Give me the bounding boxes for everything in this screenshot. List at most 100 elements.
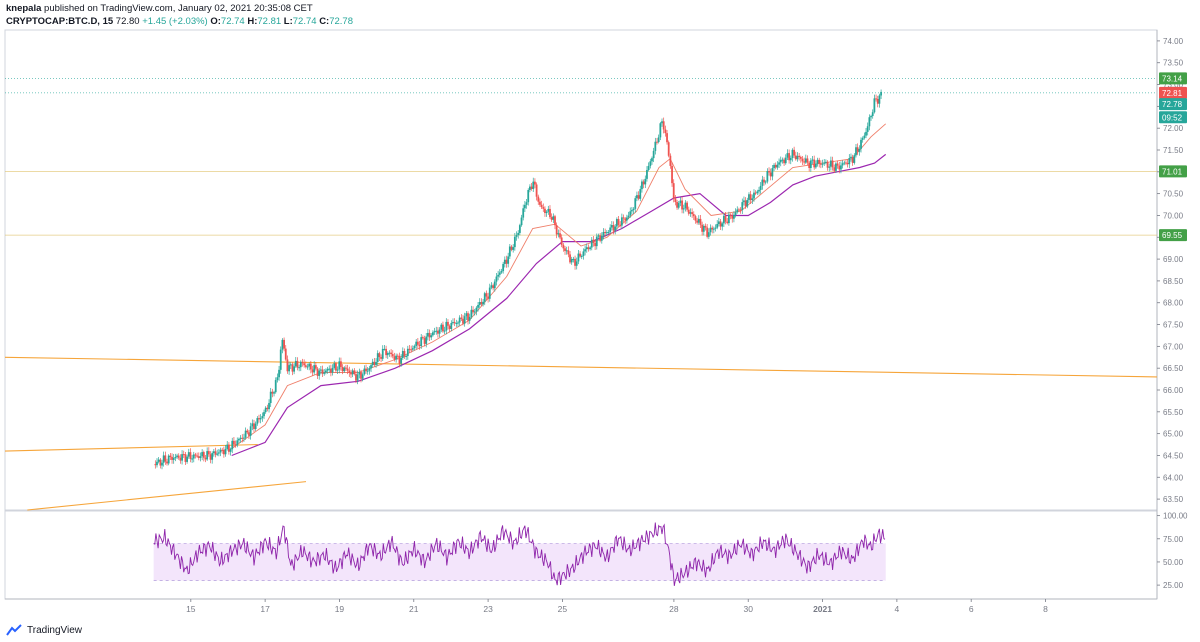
candle-body-301 <box>657 137 660 143</box>
candle-body-87 <box>299 361 302 368</box>
candle-body-254 <box>579 253 581 257</box>
candle-body-261 <box>590 239 593 248</box>
candle-body-331 <box>707 232 710 237</box>
candle-body-93 <box>309 363 312 370</box>
candle-body-256 <box>582 251 585 257</box>
candle-body-11 <box>172 457 175 460</box>
candle-body-56 <box>248 432 250 436</box>
candle-body-80 <box>288 365 290 372</box>
candle-body-235 <box>547 208 550 212</box>
tradingview-logo-icon <box>6 624 22 636</box>
candle-body-376 <box>783 159 785 164</box>
candle-body-275 <box>614 226 617 231</box>
candle-body-347 <box>734 212 737 215</box>
candle-body-78 <box>284 348 287 360</box>
candle-body-8 <box>167 455 170 464</box>
change-value: +1.45 (+2.03%) <box>142 16 208 27</box>
candle-body-7 <box>166 461 168 464</box>
candle-body-312 <box>676 202 678 208</box>
candle-body-170 <box>438 329 441 334</box>
time-tick-label-1: 17 <box>260 604 270 614</box>
candle-body-20 <box>187 452 190 457</box>
candle-body-84 <box>294 360 297 367</box>
candle-body-172 <box>442 324 444 332</box>
candle-body-248 <box>569 254 571 263</box>
candle-body-414 <box>846 162 849 165</box>
candle-body-27 <box>199 456 202 458</box>
candle-body-113 <box>343 367 346 372</box>
trend-lines <box>4 356 1158 511</box>
candle-body-128 <box>368 368 371 371</box>
candle-body-18 <box>184 454 187 462</box>
price-tick-label-10: 68.50 <box>1163 277 1184 286</box>
price-tick-label-11: 69.00 <box>1163 255 1184 264</box>
price-badge-label-4: 71.01 <box>1162 167 1183 176</box>
candle-body-202 <box>492 285 495 289</box>
time-tick-label-9: 4 <box>895 604 900 614</box>
candle-body-184 <box>462 318 464 324</box>
candle-body-413 <box>845 162 847 164</box>
candle-body-382 <box>793 149 796 156</box>
candle-body-14 <box>177 455 180 458</box>
candle-body-296 <box>649 161 652 166</box>
candle-body-38 <box>217 452 220 454</box>
candle-body-220 <box>522 208 525 218</box>
candle-body-3 <box>159 459 162 466</box>
candle-body-169 <box>437 330 439 334</box>
candle-body-190 <box>472 309 474 313</box>
candle-body-400 <box>823 162 826 164</box>
candle-body-67 <box>266 407 269 410</box>
candle-body-88 <box>301 361 304 364</box>
candle-body-326 <box>699 218 702 225</box>
price-tick-label-8: 67.50 <box>1163 321 1184 330</box>
candle-body-216 <box>515 235 518 237</box>
candle-body-126 <box>365 368 367 372</box>
candle-body-245 <box>564 248 566 251</box>
price-tick-label-6: 66.50 <box>1163 364 1184 373</box>
candle-body-49 <box>236 440 239 446</box>
candle-body-342 <box>726 221 729 224</box>
candle-body-180 <box>455 323 458 325</box>
candle-body-166 <box>432 332 434 336</box>
candle-body-183 <box>460 317 463 319</box>
candle-body-290 <box>639 189 642 199</box>
candle-body-306 <box>666 133 668 143</box>
candle-body-44 <box>227 444 230 452</box>
candle-body-127 <box>366 370 369 372</box>
candle-body-299 <box>654 141 657 151</box>
candle-body-203 <box>493 281 496 289</box>
candle-body-208 <box>502 263 505 272</box>
candle-body-268 <box>602 231 605 236</box>
candle-body-380 <box>789 157 792 161</box>
candle-body-92 <box>308 363 311 367</box>
candle-body-141 <box>390 352 393 355</box>
price-badge-5 <box>1159 229 1187 242</box>
candle-body-22 <box>191 458 194 460</box>
candle-body-85 <box>296 360 299 368</box>
time-tick-label-8: 2021 <box>813 604 832 614</box>
candle-body-337 <box>717 221 720 225</box>
candle-body-431 <box>875 98 877 100</box>
candle-body-112 <box>341 366 344 372</box>
candle-body-365 <box>764 181 767 183</box>
candle-body-392 <box>809 160 812 168</box>
candle-body-215 <box>513 236 516 248</box>
candle-body-82 <box>291 364 294 372</box>
candle-body-282 <box>625 217 628 221</box>
publisher-line: knepala published on TradingView.com, Ja… <box>6 3 313 14</box>
candle-body-138 <box>385 348 387 356</box>
candle-body-77 <box>283 339 285 349</box>
low-value: 72.74 <box>292 16 317 27</box>
candle-body-46 <box>231 440 234 450</box>
candle-body-137 <box>383 348 386 350</box>
candle-body-200 <box>488 287 491 299</box>
price-tick-label-3: 65.00 <box>1163 430 1184 439</box>
candle-body-415 <box>848 158 851 165</box>
candle-body-358 <box>753 192 755 199</box>
candle-body-252 <box>575 261 578 266</box>
candle-body-29 <box>202 452 205 458</box>
candle-body-292 <box>642 181 645 185</box>
trend-line-1 <box>4 443 258 452</box>
candle-body-288 <box>636 195 638 199</box>
